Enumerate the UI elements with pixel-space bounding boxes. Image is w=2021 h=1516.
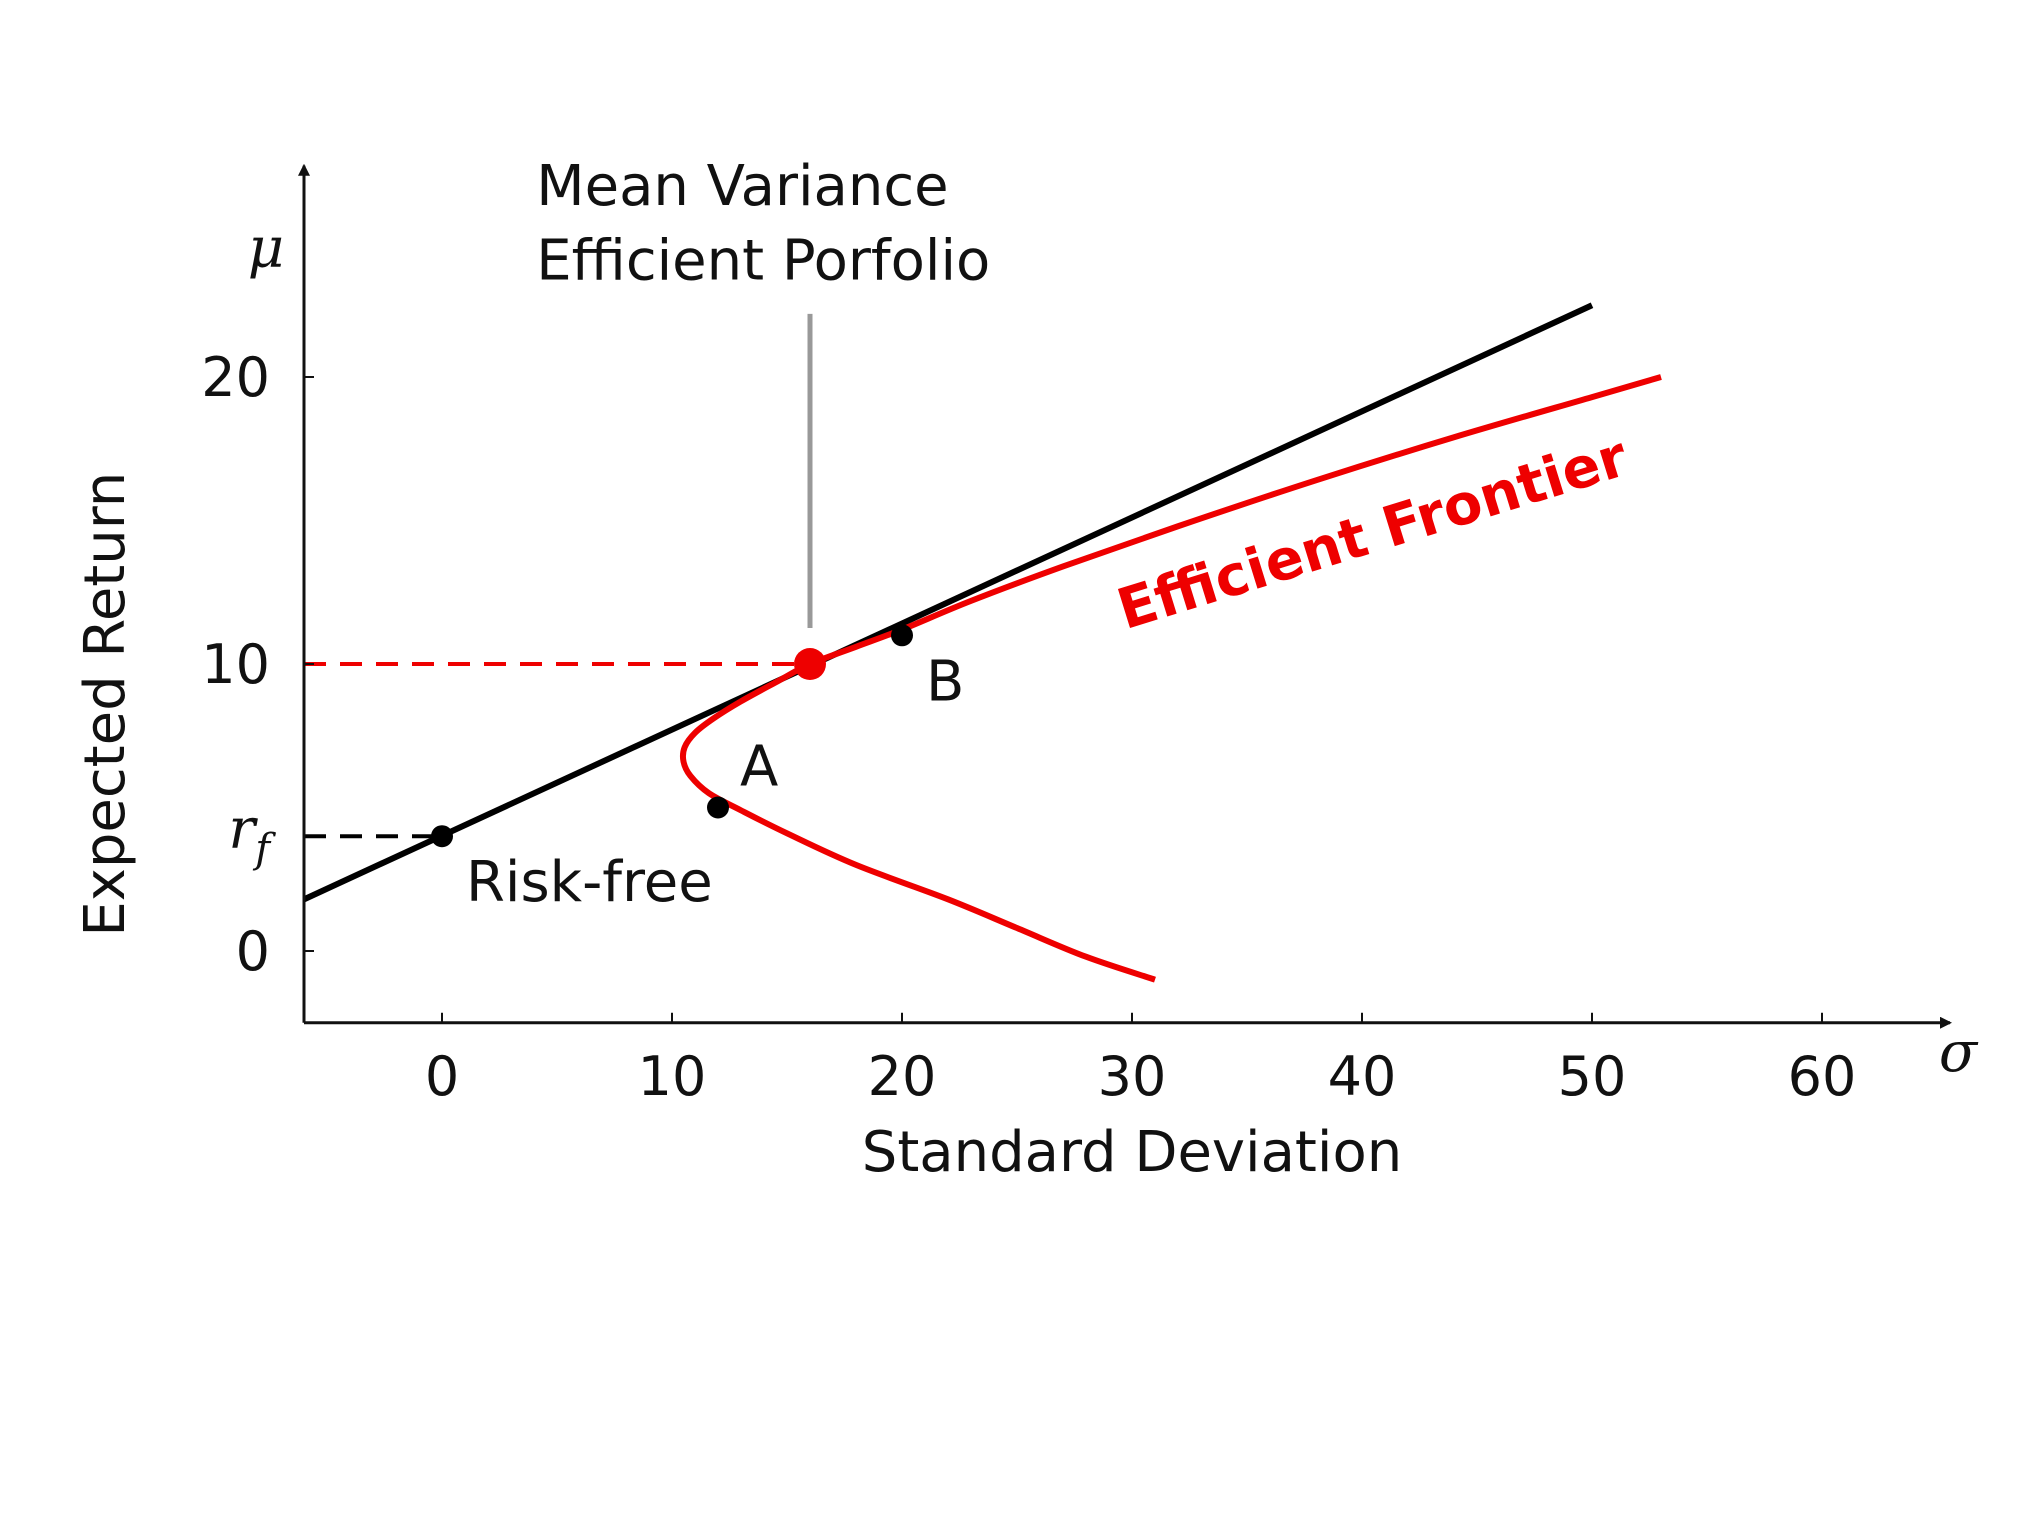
x-tick-label: 20	[868, 1045, 937, 1108]
y-axis-symbol: μ	[248, 216, 284, 281]
risk-free-point	[431, 825, 453, 848]
point-a-label: A	[740, 735, 778, 800]
risk-free-tick-r: r	[228, 797, 258, 862]
b-point	[891, 624, 913, 647]
x-tick-label: 10	[638, 1045, 707, 1108]
tangency-point	[794, 648, 826, 680]
x-tick-label: 50	[1558, 1045, 1627, 1108]
x-axis-symbol: σ	[1939, 1020, 1979, 1085]
capital-market-line-series	[302, 302, 1594, 903]
x-axis-title: Standard Deviation	[862, 1120, 1402, 1185]
y-ticks: 0 10 20	[201, 346, 314, 983]
y-axis-title: Expected Return	[73, 472, 138, 937]
x-tick-label: 0	[425, 1045, 459, 1108]
x-tick-label: 40	[1328, 1045, 1397, 1108]
points-layer	[431, 624, 913, 848]
x-tick-label: 30	[1098, 1045, 1167, 1108]
reference-lines	[304, 662, 810, 839]
y-tick-label: 0	[236, 920, 270, 983]
efficient-frontier-label: Efficient Frontier	[1110, 424, 1635, 643]
a-point	[707, 796, 729, 819]
series-layer	[302, 302, 1662, 983]
efficient-frontier-series	[679, 374, 1662, 983]
y-tick-label: 20	[201, 346, 270, 409]
risk-free-tick-subscript: f	[252, 826, 276, 872]
point-b-label: B	[926, 649, 964, 714]
tangency-annotation-line1: Mean Variance	[536, 154, 948, 219]
risk-free-tick-label: rf	[228, 797, 276, 872]
x-tick-label: 60	[1788, 1045, 1857, 1108]
y-tick-label: 10	[201, 633, 270, 696]
tangency-annotation-line2: Efficient Porfolio	[536, 228, 990, 293]
risk-free-label: Risk-free	[466, 850, 713, 915]
point-labels: Risk-free A B	[466, 649, 964, 915]
x-ticks: 0 10 20 30 40 50 60	[425, 1012, 1857, 1108]
